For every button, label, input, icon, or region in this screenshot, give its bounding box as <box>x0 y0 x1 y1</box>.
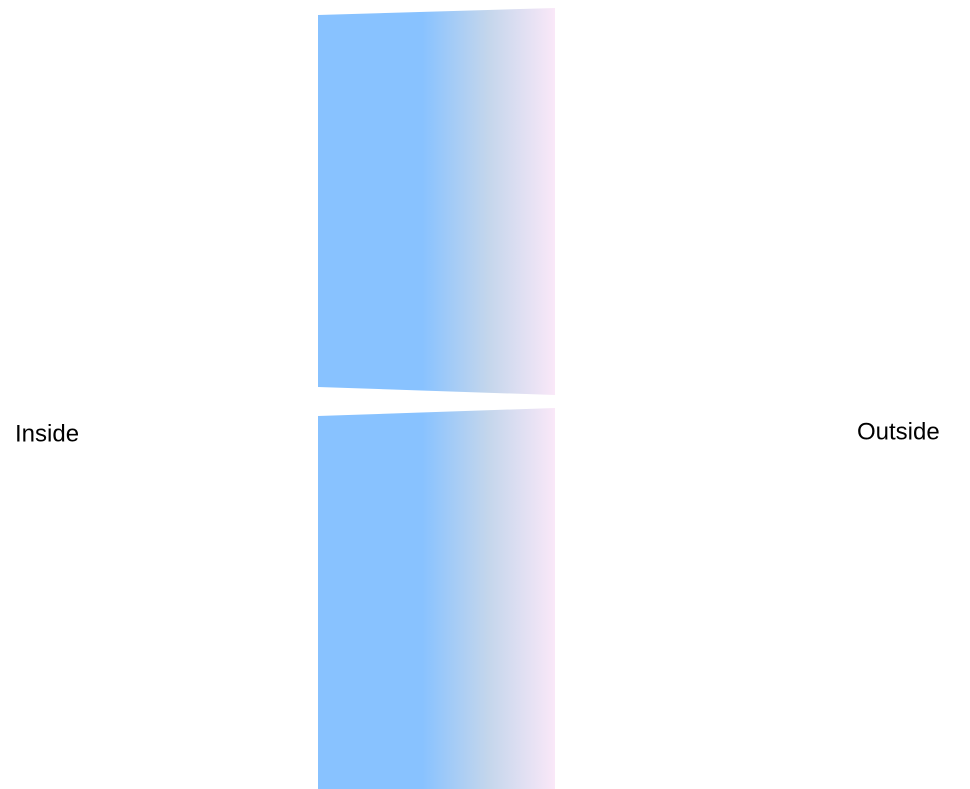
inside-label: Inside <box>15 420 79 447</box>
lower-panel <box>318 408 555 789</box>
upper-panel <box>318 8 555 395</box>
outside-label: Outside <box>857 418 940 445</box>
